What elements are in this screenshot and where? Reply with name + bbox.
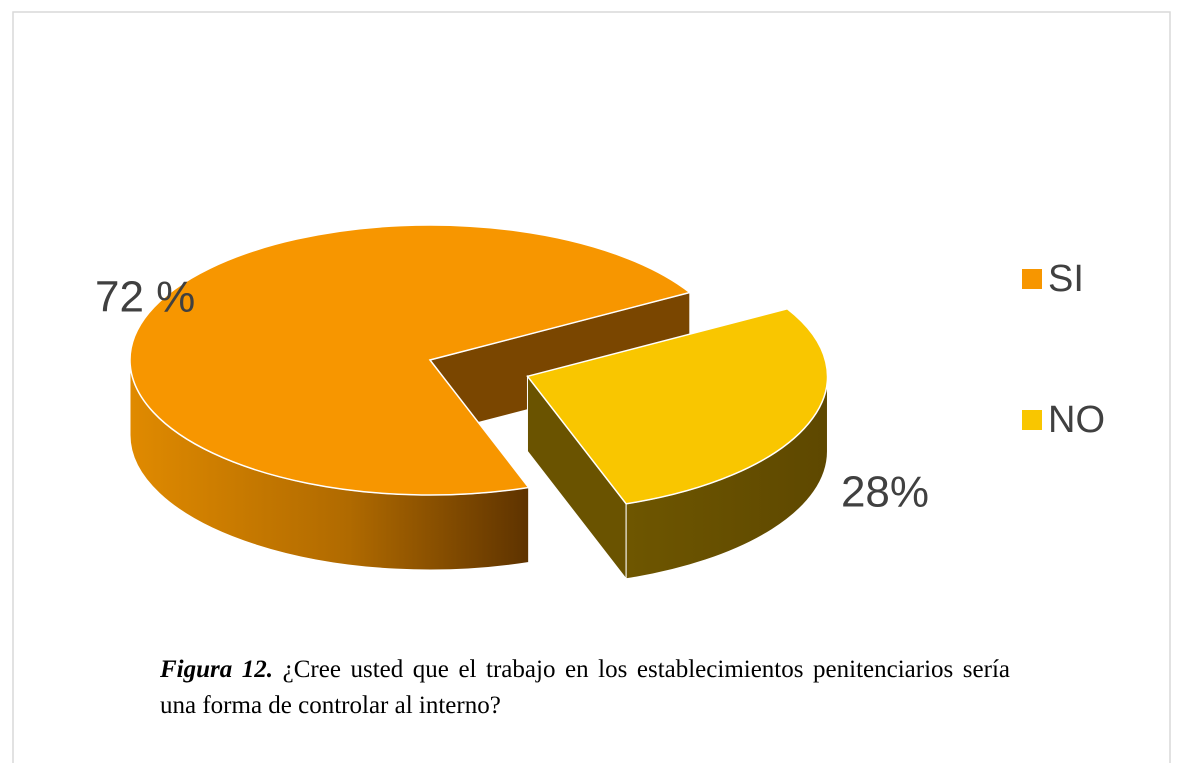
legend-swatch	[1022, 269, 1042, 289]
caption-text: ¿Cree usted que el trabajo en los establ…	[160, 656, 1011, 719]
slice	[526, 307, 829, 581]
slice	[129, 224, 692, 571]
data-label: 72 %	[95, 273, 195, 322]
slice-top	[526, 307, 829, 505]
caption-label: Figura 12.	[160, 656, 274, 683]
legend-swatch	[1022, 410, 1042, 430]
pie: 72 % 28%	[95, 224, 929, 581]
legend-label: NO	[1048, 399, 1105, 441]
data-label: 28%	[841, 468, 929, 517]
legend-label: SI	[1048, 258, 1084, 300]
legend: SI NO	[1022, 258, 1105, 441]
chart-frame	[12, 11, 1171, 763]
slice-top	[129, 224, 692, 496]
caption: Figura 12. ¿Cree usted que el trabajo en…	[160, 652, 1010, 724]
